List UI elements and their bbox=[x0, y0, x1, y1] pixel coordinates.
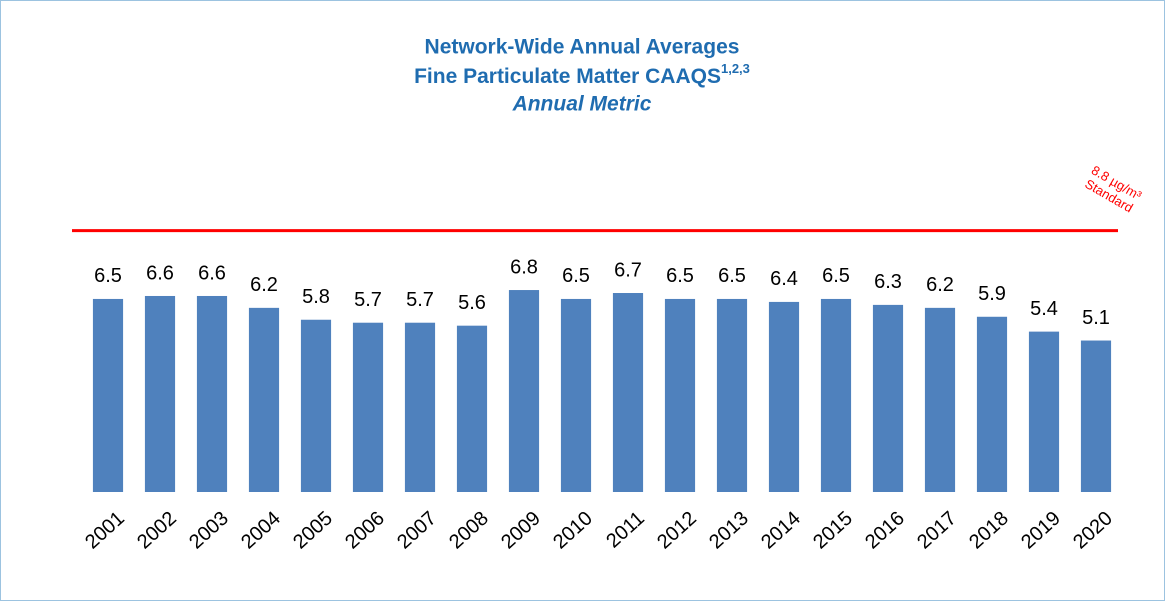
bar bbox=[1080, 340, 1112, 492]
data-label: 5.7 bbox=[406, 289, 434, 311]
data-label: 6.4 bbox=[770, 268, 798, 290]
data-label: 6.5 bbox=[562, 265, 590, 287]
bar bbox=[456, 325, 488, 492]
data-label: 6.5 bbox=[718, 265, 746, 287]
bar bbox=[664, 298, 696, 492]
data-label: 5.8 bbox=[302, 286, 330, 308]
bar bbox=[560, 298, 592, 492]
data-label: 6.5 bbox=[94, 265, 122, 287]
bar bbox=[768, 301, 800, 492]
data-label: 5.7 bbox=[354, 289, 382, 311]
bar bbox=[300, 319, 332, 492]
bar bbox=[352, 322, 384, 492]
title-superscript: 1,2,3 bbox=[721, 61, 750, 76]
data-label: 6.2 bbox=[250, 274, 278, 296]
bar bbox=[1028, 331, 1060, 492]
data-label: 6.2 bbox=[926, 274, 954, 296]
data-label: 5.9 bbox=[978, 283, 1006, 305]
chart-subtitle: Annual Metric bbox=[512, 93, 652, 116]
data-label: 6.5 bbox=[822, 265, 850, 287]
bar bbox=[404, 322, 436, 492]
data-label: 5.4 bbox=[1030, 298, 1058, 320]
bar bbox=[508, 290, 540, 492]
bar bbox=[820, 298, 852, 492]
bar bbox=[976, 316, 1008, 492]
chart-title: Network-Wide Annual Averages bbox=[425, 36, 740, 59]
chart-title: Fine Particulate Matter CAAQS bbox=[414, 65, 721, 88]
bar bbox=[612, 293, 644, 492]
chart-title: Fine Particulate Matter CAAQS1,2,3 bbox=[414, 61, 750, 87]
bar bbox=[872, 304, 904, 492]
data-label: 6.5 bbox=[666, 265, 694, 287]
bar bbox=[924, 307, 956, 492]
data-label: 6.6 bbox=[146, 262, 174, 284]
bar bbox=[92, 298, 124, 492]
data-label: 6.3 bbox=[874, 271, 902, 293]
bar bbox=[144, 295, 176, 492]
bar bbox=[248, 307, 280, 492]
data-label: 6.8 bbox=[510, 256, 538, 278]
bar bbox=[716, 298, 748, 492]
data-label: 5.6 bbox=[458, 292, 486, 314]
data-label: 6.7 bbox=[614, 259, 642, 281]
data-label: 5.1 bbox=[1082, 307, 1110, 329]
data-label: 6.6 bbox=[198, 262, 226, 284]
bar bbox=[196, 295, 228, 492]
